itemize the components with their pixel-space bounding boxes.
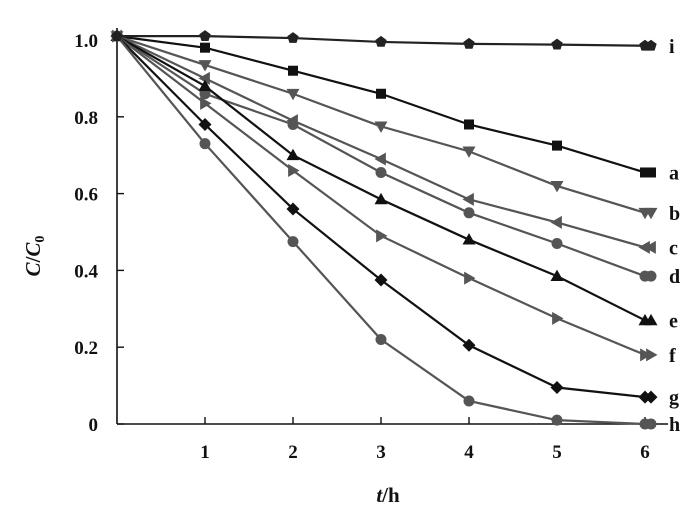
x-tick-label: 6 — [640, 442, 650, 463]
x-tick-label: 2 — [288, 442, 298, 463]
data-point-g — [462, 338, 476, 352]
data-point-i — [463, 37, 475, 49]
legend-marker-h — [645, 418, 657, 430]
data-point-f — [640, 348, 652, 362]
series-line-c — [116, 35, 646, 249]
data-point-c — [550, 215, 562, 229]
data-point-i — [375, 35, 387, 47]
data-point-d — [551, 238, 563, 250]
series-label-f: f — [669, 345, 676, 367]
axes — [116, 28, 668, 425]
data-point-e — [374, 192, 388, 205]
data-point-f — [288, 164, 300, 178]
data-point-i — [111, 30, 123, 42]
data-point-d — [287, 118, 299, 130]
data-point-d — [375, 166, 387, 178]
series-label-a: a — [669, 162, 679, 184]
data-point-e — [462, 233, 476, 245]
y-tick-label: 0.6 — [74, 185, 98, 206]
series-d — [111, 30, 657, 282]
legend-marker-e — [644, 313, 658, 326]
series-label-i: i — [669, 36, 675, 58]
data-point-f — [552, 311, 564, 325]
x-tick-label: 1 — [200, 442, 210, 463]
y-axis-title: C/C0 — [21, 236, 48, 277]
series-label-d: d — [669, 266, 680, 288]
data-point-i — [551, 38, 563, 50]
data-point-f — [200, 96, 212, 110]
data-point-a — [288, 65, 298, 76]
x-tick-label: 5 — [552, 442, 562, 463]
legend-marker-g — [644, 390, 658, 404]
data-point-c — [374, 152, 386, 166]
data-point-b — [198, 60, 212, 72]
data-point-d — [199, 88, 211, 100]
series-label-b: b — [669, 203, 680, 225]
data-point-b — [462, 146, 476, 158]
series-a — [112, 31, 656, 178]
series-label-c: c — [669, 237, 678, 259]
legend-marker-c — [644, 240, 656, 254]
data-point-h — [551, 414, 563, 426]
data-point-b — [286, 88, 300, 101]
series-label-h: h — [669, 414, 680, 436]
series-label-e: e — [669, 310, 678, 332]
data-point-h — [199, 138, 211, 150]
data-point-c — [638, 240, 650, 254]
x-tick-label: 4 — [464, 442, 474, 463]
data-point-c — [462, 192, 474, 206]
legend-marker-d — [645, 270, 657, 282]
legend-marker-a — [646, 167, 656, 178]
series-c — [110, 29, 656, 254]
series-h — [111, 30, 657, 430]
series-f — [112, 29, 658, 362]
series-b — [110, 31, 658, 220]
legend-marker-b — [644, 207, 658, 220]
data-point-g — [286, 202, 300, 216]
data-point-a — [640, 167, 650, 178]
y-tick-label: 1.0 — [74, 31, 98, 52]
data-point-c — [198, 71, 210, 85]
data-point-g — [198, 117, 212, 131]
data-point-f — [464, 271, 476, 285]
series-label-g: g — [669, 387, 679, 409]
x-tick-label: 3 — [376, 442, 386, 463]
data-point-b — [374, 121, 388, 133]
data-point-h — [463, 395, 475, 407]
data-point-h — [287, 236, 299, 248]
series-line-a — [116, 35, 646, 174]
data-point-a — [464, 119, 474, 130]
x-axis-title: t/h — [376, 483, 400, 507]
y-tick-label: 0.4 — [74, 261, 98, 282]
data-point-e — [198, 79, 212, 91]
data-point-a — [200, 42, 210, 53]
data-point-d — [463, 207, 475, 219]
data-point-a — [376, 88, 386, 99]
data-point-a — [552, 140, 562, 151]
data-point-i — [287, 32, 299, 43]
data-point-h — [375, 334, 387, 346]
y-tick-label: 0.8 — [74, 108, 98, 129]
legend-marker-i — [645, 39, 657, 51]
series-i — [111, 30, 657, 51]
data-point-g — [550, 381, 564, 395]
data-point-b — [550, 181, 564, 193]
data-point-f — [376, 229, 388, 243]
data-point-e — [286, 148, 300, 161]
data-point-e — [550, 269, 564, 282]
series-layer — [110, 29, 658, 430]
data-point-i — [199, 30, 211, 42]
data-point-g — [374, 273, 388, 287]
legend-marker-f — [646, 348, 658, 362]
series-g — [110, 29, 658, 404]
y-tick-label: 0.2 — [74, 338, 98, 359]
series-e — [110, 29, 658, 326]
y-tick-label: 0 — [89, 415, 99, 436]
